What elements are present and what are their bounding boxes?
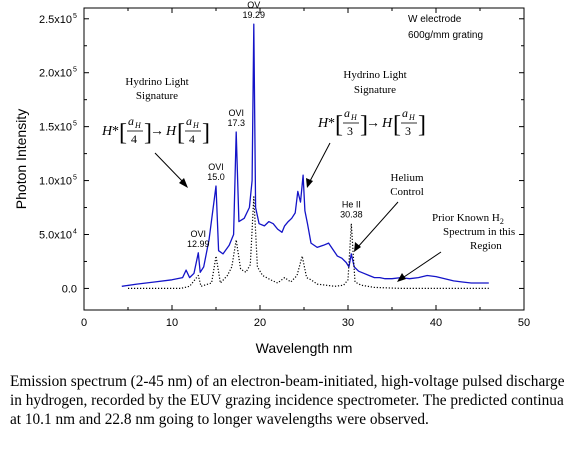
- formula-right-den-1: 3: [347, 124, 353, 138]
- formula-right-bracket-1: [: [335, 112, 343, 138]
- hydrino-left-title-2: Signature: [136, 90, 178, 102]
- formula-right-a-1: a: [344, 106, 350, 120]
- x-tick-label: 0: [81, 317, 87, 329]
- y-tick-label: 5.0x10: [39, 230, 72, 242]
- formula-left-h2: H: [165, 124, 177, 139]
- hydrino-annotation-right: Hydrino Light Signature H * [ a H 3 ] → …: [306, 69, 426, 188]
- x-tick-label: 20: [254, 317, 266, 329]
- y-tick-exponent: 5: [73, 67, 77, 74]
- peak-label-value: 12.99: [187, 239, 210, 249]
- formula-left-bracket-3: [: [177, 120, 185, 146]
- formula-left-sub-1: H: [134, 121, 142, 130]
- formula-left-a-1: a: [128, 114, 134, 128]
- peak-label-value: 17.3: [227, 118, 245, 128]
- hydrino-left-formula: H * [ a H 4 ] → H [ a H 4 ]: [101, 114, 210, 146]
- formula-left-bracket-4: ]: [202, 120, 210, 146]
- prior-h2-label-1: Prior Known H2: [432, 212, 504, 226]
- hydrino-left-title-1: Hydrino Light: [125, 76, 188, 88]
- grating-note: 600g/mm grating: [408, 30, 483, 41]
- hydrino-right-formula: H * [ a H 3 ] → H [ a H 3 ]: [317, 106, 426, 138]
- y-axis-title: Photon Intensity: [13, 109, 29, 209]
- formula-right-arrow: →: [366, 116, 380, 131]
- prior-h2-subscript: 2: [500, 217, 504, 226]
- formula-right-bracket-4: ]: [418, 112, 426, 138]
- formula-left-bracket-2: ]: [144, 120, 152, 146]
- y-tick-label: 1.0x10: [39, 176, 72, 188]
- hydrino-right-arrow-line: [308, 142, 331, 184]
- x-tick-label: 50: [518, 317, 530, 329]
- peak-label-value: 19.29: [242, 10, 265, 20]
- x-tick-label: 30: [342, 317, 354, 329]
- formula-right-a-2: a: [402, 106, 408, 120]
- hydrino-left-arrowhead: [179, 178, 188, 188]
- formula-right-h1: H: [317, 116, 329, 131]
- formula-right-h2: H: [381, 116, 393, 131]
- x-axis-title: Wavelength nm: [256, 340, 353, 356]
- formula-left-h1: H: [101, 124, 113, 139]
- y-axis: 0.05.0x10 41.0x10 51.5x10 52.0x10 52.5x10 5: [39, 13, 524, 295]
- plot-frame: [83, 7, 525, 311]
- formula-left-arrow: →: [150, 124, 164, 139]
- formula-right-sub-1: H: [350, 113, 358, 122]
- formula-left-a-2: a: [186, 114, 192, 128]
- y-tick-label: 0.0: [62, 283, 77, 295]
- prior-h2-arrow-line: [400, 251, 442, 280]
- helium-label-2: Control: [390, 186, 424, 198]
- x-tick-label: 10: [166, 317, 178, 329]
- y-tick-label: 1.5x10: [39, 122, 72, 134]
- prior-h2-label-3: Region: [470, 240, 502, 252]
- y-tick-exponent: 4: [73, 229, 77, 236]
- formula-left-star: *: [112, 124, 119, 139]
- figure-caption: Emission spectrum (2-45 nm) of an electr…: [10, 373, 565, 428]
- peak-label-name: He II: [342, 200, 361, 210]
- peak-label-name: OVI: [191, 229, 207, 239]
- formula-left-den-2: 4: [189, 132, 195, 146]
- helium-arrowhead: [354, 242, 361, 252]
- hydrino-right-title-1: Hydrino Light: [343, 69, 406, 81]
- helium-label-1: Helium: [391, 172, 424, 184]
- hydrino-annotation-left: Hydrino Light Signature H * [ a H 4 ] → …: [101, 76, 210, 188]
- y-tick-exponent: 5: [73, 121, 77, 128]
- prior-h2-annotation: Prior Known H2 Spectrum in this Region: [397, 212, 515, 282]
- peak-label-name: OVI: [208, 162, 224, 172]
- peak-label-value: 30.38: [340, 210, 363, 220]
- series-solid-line: [121, 23, 489, 287]
- prior-h2-label-2: Spectrum in this: [443, 226, 515, 238]
- formula-left-sub-2: H: [192, 121, 200, 130]
- formula-left-bracket-1: [: [119, 120, 127, 146]
- electrode-note: W electrode: [408, 14, 462, 25]
- helium-annotation: Helium Control: [354, 172, 424, 252]
- y-tick-exponent: 5: [73, 13, 77, 20]
- emission-spectrum-chart: 0 10 20 30 40 50 0.05.0x10 41.0x10 51.5x10 52.0x…: [13, 0, 530, 356]
- hydrino-right-arrowhead: [306, 178, 313, 188]
- peak-label-name: OV: [247, 0, 260, 10]
- helium-arrow-line: [356, 201, 399, 249]
- hydrino-left-arrow-line: [154, 152, 186, 185]
- series-dotted-line: [128, 196, 489, 289]
- y-tick-label: 2.0x10: [39, 68, 72, 80]
- formula-right-bracket-2: ]: [360, 112, 368, 138]
- x-axis: 0 10 20 30 40 50: [81, 8, 530, 329]
- y-tick-exponent: 5: [73, 175, 77, 182]
- formula-right-sub-2: H: [408, 113, 416, 122]
- formula-right-bracket-3: [: [393, 112, 401, 138]
- y-tick-label: 2.5x10: [39, 14, 72, 26]
- peak-label-value: 15.0: [207, 172, 225, 182]
- series-group: [121, 23, 489, 289]
- formula-left-den-1: 4: [131, 132, 137, 146]
- formula-right-star: *: [328, 116, 335, 131]
- prior-h2-arrowhead: [397, 273, 406, 282]
- x-tick-label: 40: [430, 317, 442, 329]
- formula-right-den-2: 3: [405, 124, 411, 138]
- hydrino-right-title-2: Signature: [354, 84, 396, 96]
- peak-label-name: OVI: [228, 108, 244, 118]
